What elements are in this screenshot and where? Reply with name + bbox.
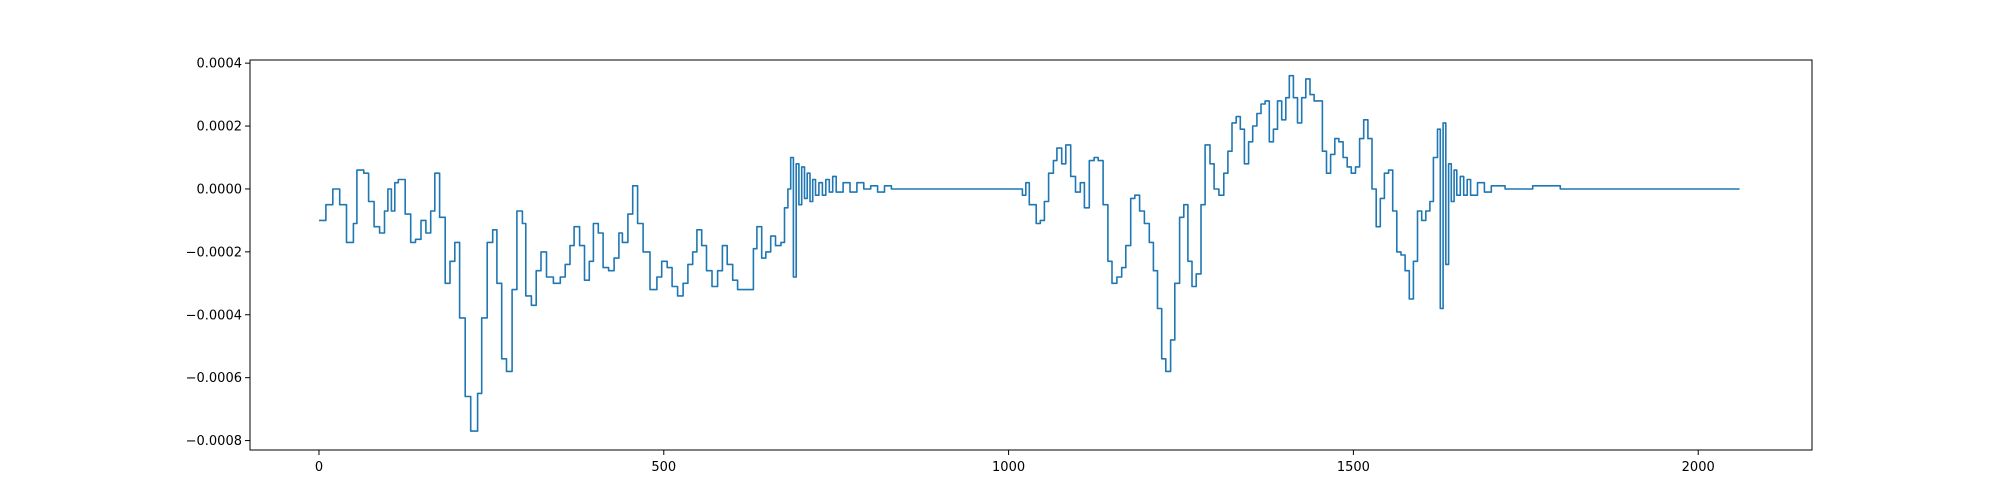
y-tick-label: −0.0008	[186, 434, 242, 449]
y-tick-label: 0.0000	[197, 182, 243, 197]
series-line	[319, 74, 1740, 432]
y-axis: −0.0008 −0.0006 −0.0004 −0.0002 0.0000 0.0002…	[186, 57, 250, 449]
plot-frame	[249, 59, 1813, 451]
y-tick-label: −0.0002	[186, 245, 242, 260]
y-tick-label: 0.0004	[197, 57, 243, 72]
x-tick-label: 500	[651, 460, 676, 475]
series-layer	[319, 74, 1740, 432]
y-tick-label: −0.0006	[186, 371, 242, 386]
x-axis: 0 500 1000 1500 2000	[315, 450, 1715, 475]
x-tick-label: 0	[315, 460, 323, 475]
y-tick-label: −0.0004	[186, 308, 242, 323]
y-tick-label: 0.0002	[197, 120, 243, 135]
x-tick-label: 1000	[992, 460, 1025, 475]
x-tick-label: 1500	[1337, 460, 1370, 475]
x-tick-label: 2000	[1682, 460, 1715, 475]
